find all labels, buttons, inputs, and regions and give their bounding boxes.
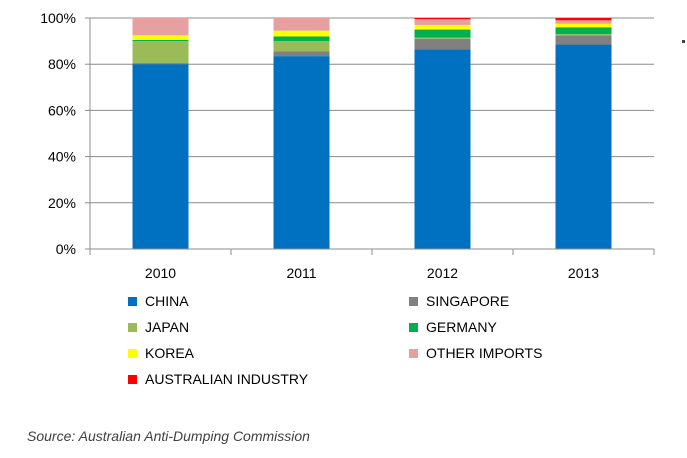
bar-segment-germany — [273, 36, 330, 42]
bar-segment-germany — [132, 39, 189, 42]
x-tick-label: 2013 — [568, 265, 599, 281]
bar-segment-china — [555, 44, 612, 249]
chart-legend: CHINA SINGAPORE JAPAN GERMANY KOREA OTHER IMP… — [128, 290, 648, 390]
edge-mark — [682, 40, 685, 43]
bar-segment-japan — [414, 37, 471, 39]
x-axis-ticks: 2010 2011 2012 2013 — [145, 265, 599, 281]
legend-item-australian-industry: AUSTRALIAN INDUSTRY — [128, 368, 409, 390]
legend-label: AUSTRALIAN INDUSTRY — [145, 371, 309, 387]
y-tick-label: 100% — [40, 10, 76, 26]
y-axis-ticks: 0% 20% 40% 60% 80% 100% — [40, 10, 76, 257]
legend-label: KOREA — [145, 345, 195, 361]
legend-item-other-imports: OTHER IMPORTS — [409, 342, 649, 364]
bar-segment-japan — [555, 34, 612, 36]
y-tick-label: 60% — [48, 102, 76, 118]
stacked-bar-chart: 0% 20% 40% 60% 80% 100% 2010 2011 2012 2013 — [40, 10, 655, 281]
y-tick-label: 0% — [56, 241, 76, 257]
bar-segment-australian-industry — [555, 18, 612, 21]
y-tick-label: 20% — [48, 195, 76, 211]
bar-segment-other-imports — [414, 19, 471, 25]
legend-label: GERMANY — [426, 319, 497, 335]
bar-segment-singapore — [414, 38, 471, 50]
legend-swatch — [409, 348, 418, 358]
x-tick-label: 2012 — [427, 265, 458, 281]
bar-segment-korea — [132, 35, 189, 40]
bar-segment-other-imports — [273, 18, 330, 31]
legend-label: SINGAPORE — [426, 293, 510, 309]
legend-label: JAPAN — [145, 319, 190, 335]
bar-segment-singapore — [132, 63, 189, 65]
bar-segment-singapore — [555, 35, 612, 45]
bar-segment-korea — [273, 30, 330, 37]
bar-segment-korea — [414, 24, 471, 30]
bar-segment-other-imports — [132, 18, 189, 36]
legend-swatch — [128, 374, 137, 384]
y-tick-label: 80% — [48, 56, 76, 72]
legend-item-china: CHINA — [128, 290, 409, 312]
legend-label: OTHER IMPORTS — [426, 345, 543, 361]
bar-segment-china — [273, 56, 330, 249]
bar-segment-korea — [555, 23, 612, 28]
axes — [85, 17, 655, 255]
bar-segment-japan — [132, 41, 189, 64]
legend-label: CHINA — [145, 293, 189, 309]
legend-item-japan: JAPAN — [128, 316, 409, 338]
legend-swatch — [409, 296, 418, 306]
bar-segment-australian-industry — [414, 18, 471, 20]
legend-item-germany: GERMANY — [409, 316, 649, 338]
bar-segment-china — [132, 64, 189, 249]
source-note: Source: Australian Anti-Dumping Commissi… — [27, 428, 310, 444]
bar-segment-japan — [273, 41, 330, 52]
x-tick-label: 2011 — [286, 265, 316, 281]
bar-stacks — [132, 18, 612, 250]
bar-segment-china — [414, 49, 471, 250]
legend-swatch — [128, 322, 137, 332]
legend-swatch — [409, 322, 418, 332]
x-tick-label: 2010 — [145, 265, 176, 281]
bar-segment-germany — [555, 27, 612, 35]
legend-item-singapore: SINGAPORE — [409, 290, 649, 312]
legend-swatch — [128, 296, 137, 306]
legend-swatch — [128, 348, 137, 358]
bar-segment-germany — [414, 29, 471, 38]
legend-item-korea: KOREA — [128, 342, 409, 364]
bar-segment-singapore — [273, 51, 330, 57]
bar-segment-other-imports — [555, 20, 612, 24]
y-tick-label: 40% — [48, 149, 76, 165]
